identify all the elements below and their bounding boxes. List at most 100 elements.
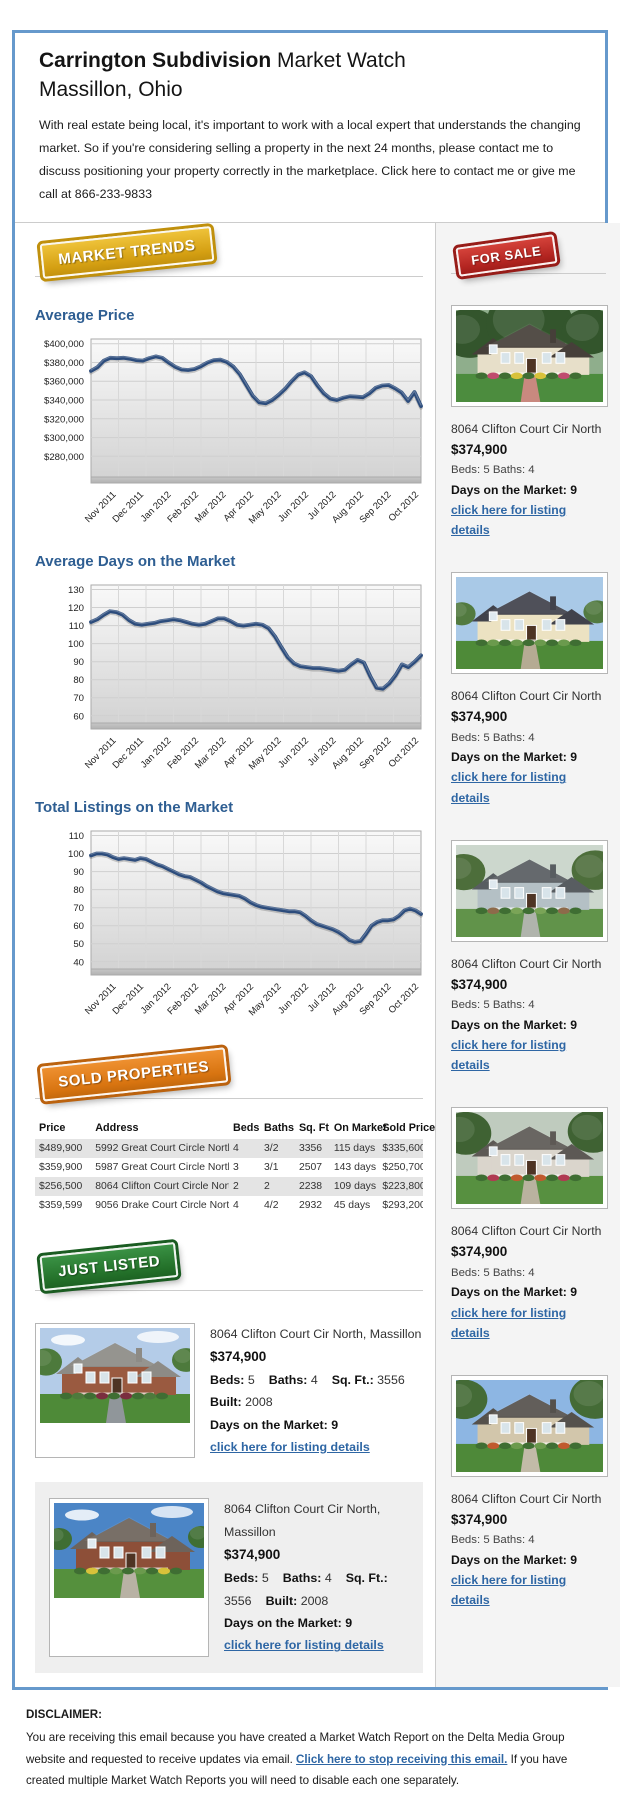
listing-specs: Beds: 5 Baths: 4 Sq. Ft.: 3556 Built: 2008 bbox=[210, 1369, 423, 1414]
beds-label: Beds: bbox=[210, 1373, 245, 1388]
days-on-market: Days on the Market: 9 bbox=[451, 750, 577, 765]
days-on-market: Days on the Market: 9 bbox=[451, 1285, 577, 1300]
listing-photo[interactable] bbox=[451, 304, 608, 407]
table-cell: $293,200 bbox=[382, 1199, 423, 1211]
listing-details-link[interactable]: click here for listing details bbox=[210, 1440, 370, 1455]
days-on-market: Days on the Market: 9 bbox=[451, 1017, 577, 1032]
listing-specs: Beds: 5 Baths: 4 Sq. Ft.: 3556 Built: 2008 bbox=[224, 1567, 409, 1612]
table-cell: 9056 Drake Court Circle Northeast bbox=[95, 1199, 229, 1211]
listing-details-link[interactable]: click here for listing details bbox=[224, 1638, 384, 1653]
sold-table-head: Price Address Beds Baths Sq. Ft On Market Sold… bbox=[35, 1117, 436, 1139]
just-listed-item-1: 8064 Clifton Court Cir North, Massillon … bbox=[35, 1322, 423, 1459]
table-cell: 3/1 bbox=[264, 1161, 279, 1173]
listing-photo[interactable] bbox=[451, 839, 608, 942]
disclaimer: DISCLAIMER: You are receiving this email… bbox=[12, 1690, 608, 1801]
baths-value: 4 bbox=[310, 1373, 318, 1388]
listing-photo[interactable] bbox=[451, 1374, 608, 1477]
sidebar-listing-5-details: 8064 Clifton Court Cir North $374,900 Be… bbox=[451, 1489, 608, 1611]
sold-table-column-header: Sold Price bbox=[382, 1121, 436, 1134]
sidebar-listing-3-details: 8064 Clifton Court Cir North $374,900 Be… bbox=[451, 954, 608, 1076]
content-row: MARKET TRENDS Average Price $400,000 $380… bbox=[15, 221, 620, 1687]
svg-text:80: 80 bbox=[73, 885, 84, 896]
listing-details-link[interactable]: click here for listing details bbox=[451, 1305, 567, 1340]
newsletter-frame: Carrington Subdivision Market Watch Mass… bbox=[12, 30, 620, 1690]
sold-table: Price Address Beds Baths Sq. Ft On Market Sold… bbox=[35, 1117, 436, 1215]
page-title-city: Massillon, Ohio bbox=[39, 78, 183, 102]
newsletter-header: Carrington Subdivision Market Watch Mass… bbox=[15, 33, 605, 222]
svg-text:90: 90 bbox=[73, 867, 84, 878]
for-sale-header: FOR SALE bbox=[449, 233, 608, 289]
table-cell: 2507 bbox=[298, 1161, 323, 1173]
listing-address: 8064 Clifton Court Cir North bbox=[451, 1224, 602, 1239]
beds-baths: Beds: 5 Baths: 4 bbox=[451, 999, 535, 1012]
table-cell: $223,800 bbox=[382, 1180, 423, 1192]
chart-title-total-listings: Total Listings on the Market bbox=[35, 798, 234, 816]
sidebar-listing-5: 8064 Clifton Court Cir North $374,900 Be… bbox=[451, 1374, 608, 1611]
divider-line bbox=[35, 1289, 423, 1291]
svg-text:$300,000: $300,000 bbox=[44, 433, 84, 444]
sqft-label: Sq. Ft.: bbox=[331, 1373, 374, 1388]
just-listed-item-1-details: 8064 Clifton Court Cir North, Massillon … bbox=[210, 1323, 423, 1459]
for-sale-badge: FOR SALE bbox=[455, 233, 558, 277]
listing-price: $374,900 bbox=[451, 1511, 508, 1527]
listing-photo[interactable] bbox=[35, 1322, 195, 1459]
disclaimer-heading: DISCLAIMER: bbox=[26, 1707, 102, 1721]
listing-photo[interactable] bbox=[451, 572, 608, 675]
intro-paragraph: With real estate being local, it's impor… bbox=[39, 117, 581, 201]
just-listed-header: JUST LISTED bbox=[35, 1241, 423, 1307]
listing-details-link[interactable]: click here for listing details bbox=[451, 1573, 567, 1608]
sold-table-column-header: Beds bbox=[233, 1121, 260, 1134]
svg-text:90: 90 bbox=[73, 657, 84, 668]
table-cell: $335,600 bbox=[382, 1142, 423, 1154]
listing-photo[interactable] bbox=[49, 1498, 209, 1657]
beds-baths: Beds: 5 Baths: 4 bbox=[451, 1534, 535, 1547]
table-cell: $250,700 bbox=[382, 1161, 423, 1173]
svg-text:Oct 2012: Oct 2012 bbox=[386, 734, 421, 769]
listing-details-link[interactable]: click here for listing details bbox=[451, 770, 567, 805]
svg-text:$360,000: $360,000 bbox=[44, 376, 84, 387]
baths-label: Baths: bbox=[268, 1373, 308, 1388]
built-value: 2008 bbox=[300, 1593, 329, 1608]
sold-table-body: $489,900 5992 Great Court Circle Northwes… bbox=[35, 1138, 423, 1215]
baths-value: 4 bbox=[324, 1571, 332, 1586]
svg-text:Jun 2012: Jun 2012 bbox=[275, 734, 310, 769]
sold-properties-header: SOLD PROPERTIES bbox=[35, 1046, 423, 1115]
svg-text:$320,000: $320,000 bbox=[44, 414, 84, 425]
page-title-suffix: Market Watch bbox=[271, 49, 406, 72]
table-cell: 3356 bbox=[298, 1142, 323, 1154]
sidebar-listing-3: 8064 Clifton Court Cir North $374,900 Be… bbox=[451, 839, 608, 1076]
sqft-value: 3556 bbox=[377, 1373, 405, 1388]
main-column: MARKET TRENDS Average Price $400,000 $380… bbox=[15, 223, 435, 1687]
just-listed-item-2: 8064 Clifton Court Cir North, Massillon … bbox=[35, 1482, 423, 1673]
listing-details-link[interactable]: click here for listing details bbox=[451, 502, 567, 537]
listing-photo[interactable] bbox=[451, 1107, 608, 1210]
table-cell: 109 days bbox=[333, 1180, 377, 1192]
chart-title-average-price: Average Price bbox=[35, 306, 135, 324]
listing-price: $374,900 bbox=[210, 1348, 267, 1364]
svg-text:$400,000: $400,000 bbox=[44, 339, 84, 350]
market-trends-badge: MARKET TRENDS bbox=[39, 225, 215, 279]
days-on-market: Days on the Market: 9 bbox=[210, 1417, 339, 1432]
sidebar-listing-1: 8064 Clifton Court Cir North $374,900 Be… bbox=[451, 304, 608, 541]
page-title-subdivision: Carrington Subdivision bbox=[39, 49, 272, 72]
table-cell: 8064 Clifton Court Circle North bbox=[95, 1180, 229, 1192]
unsubscribe-link[interactable]: Click here to stop receiving this email. bbox=[296, 1752, 508, 1766]
table-cell: 2932 bbox=[298, 1199, 323, 1211]
svg-text:110: 110 bbox=[69, 621, 84, 632]
beds-baths: Beds: 5 Baths: 4 bbox=[451, 731, 535, 744]
table-row: $359,599 9056 Drake Court Circle Northeas… bbox=[35, 1196, 423, 1215]
listing-address: 8064 Clifton Court Cir North, Massillon bbox=[210, 1326, 422, 1341]
listing-price: $374,900 bbox=[451, 441, 508, 457]
listing-details-link[interactable]: click here for listing details bbox=[451, 1038, 567, 1073]
built-value: 2008 bbox=[245, 1395, 273, 1410]
sqft-value: 3556 bbox=[224, 1593, 252, 1608]
market-trends-header: MARKET TRENDS bbox=[35, 225, 423, 293]
listing-price: $374,900 bbox=[451, 976, 508, 992]
chart-title-average-days: Average Days on the Market bbox=[35, 552, 236, 570]
table-cell: 45 days bbox=[333, 1199, 371, 1211]
days-on-market: Days on the Market: 9 bbox=[451, 1553, 577, 1568]
beds-baths: Beds: 5 Baths: 4 bbox=[451, 1266, 535, 1279]
table-cell: $489,900 bbox=[39, 1142, 83, 1154]
sold-table-column-header: Baths bbox=[264, 1121, 295, 1134]
